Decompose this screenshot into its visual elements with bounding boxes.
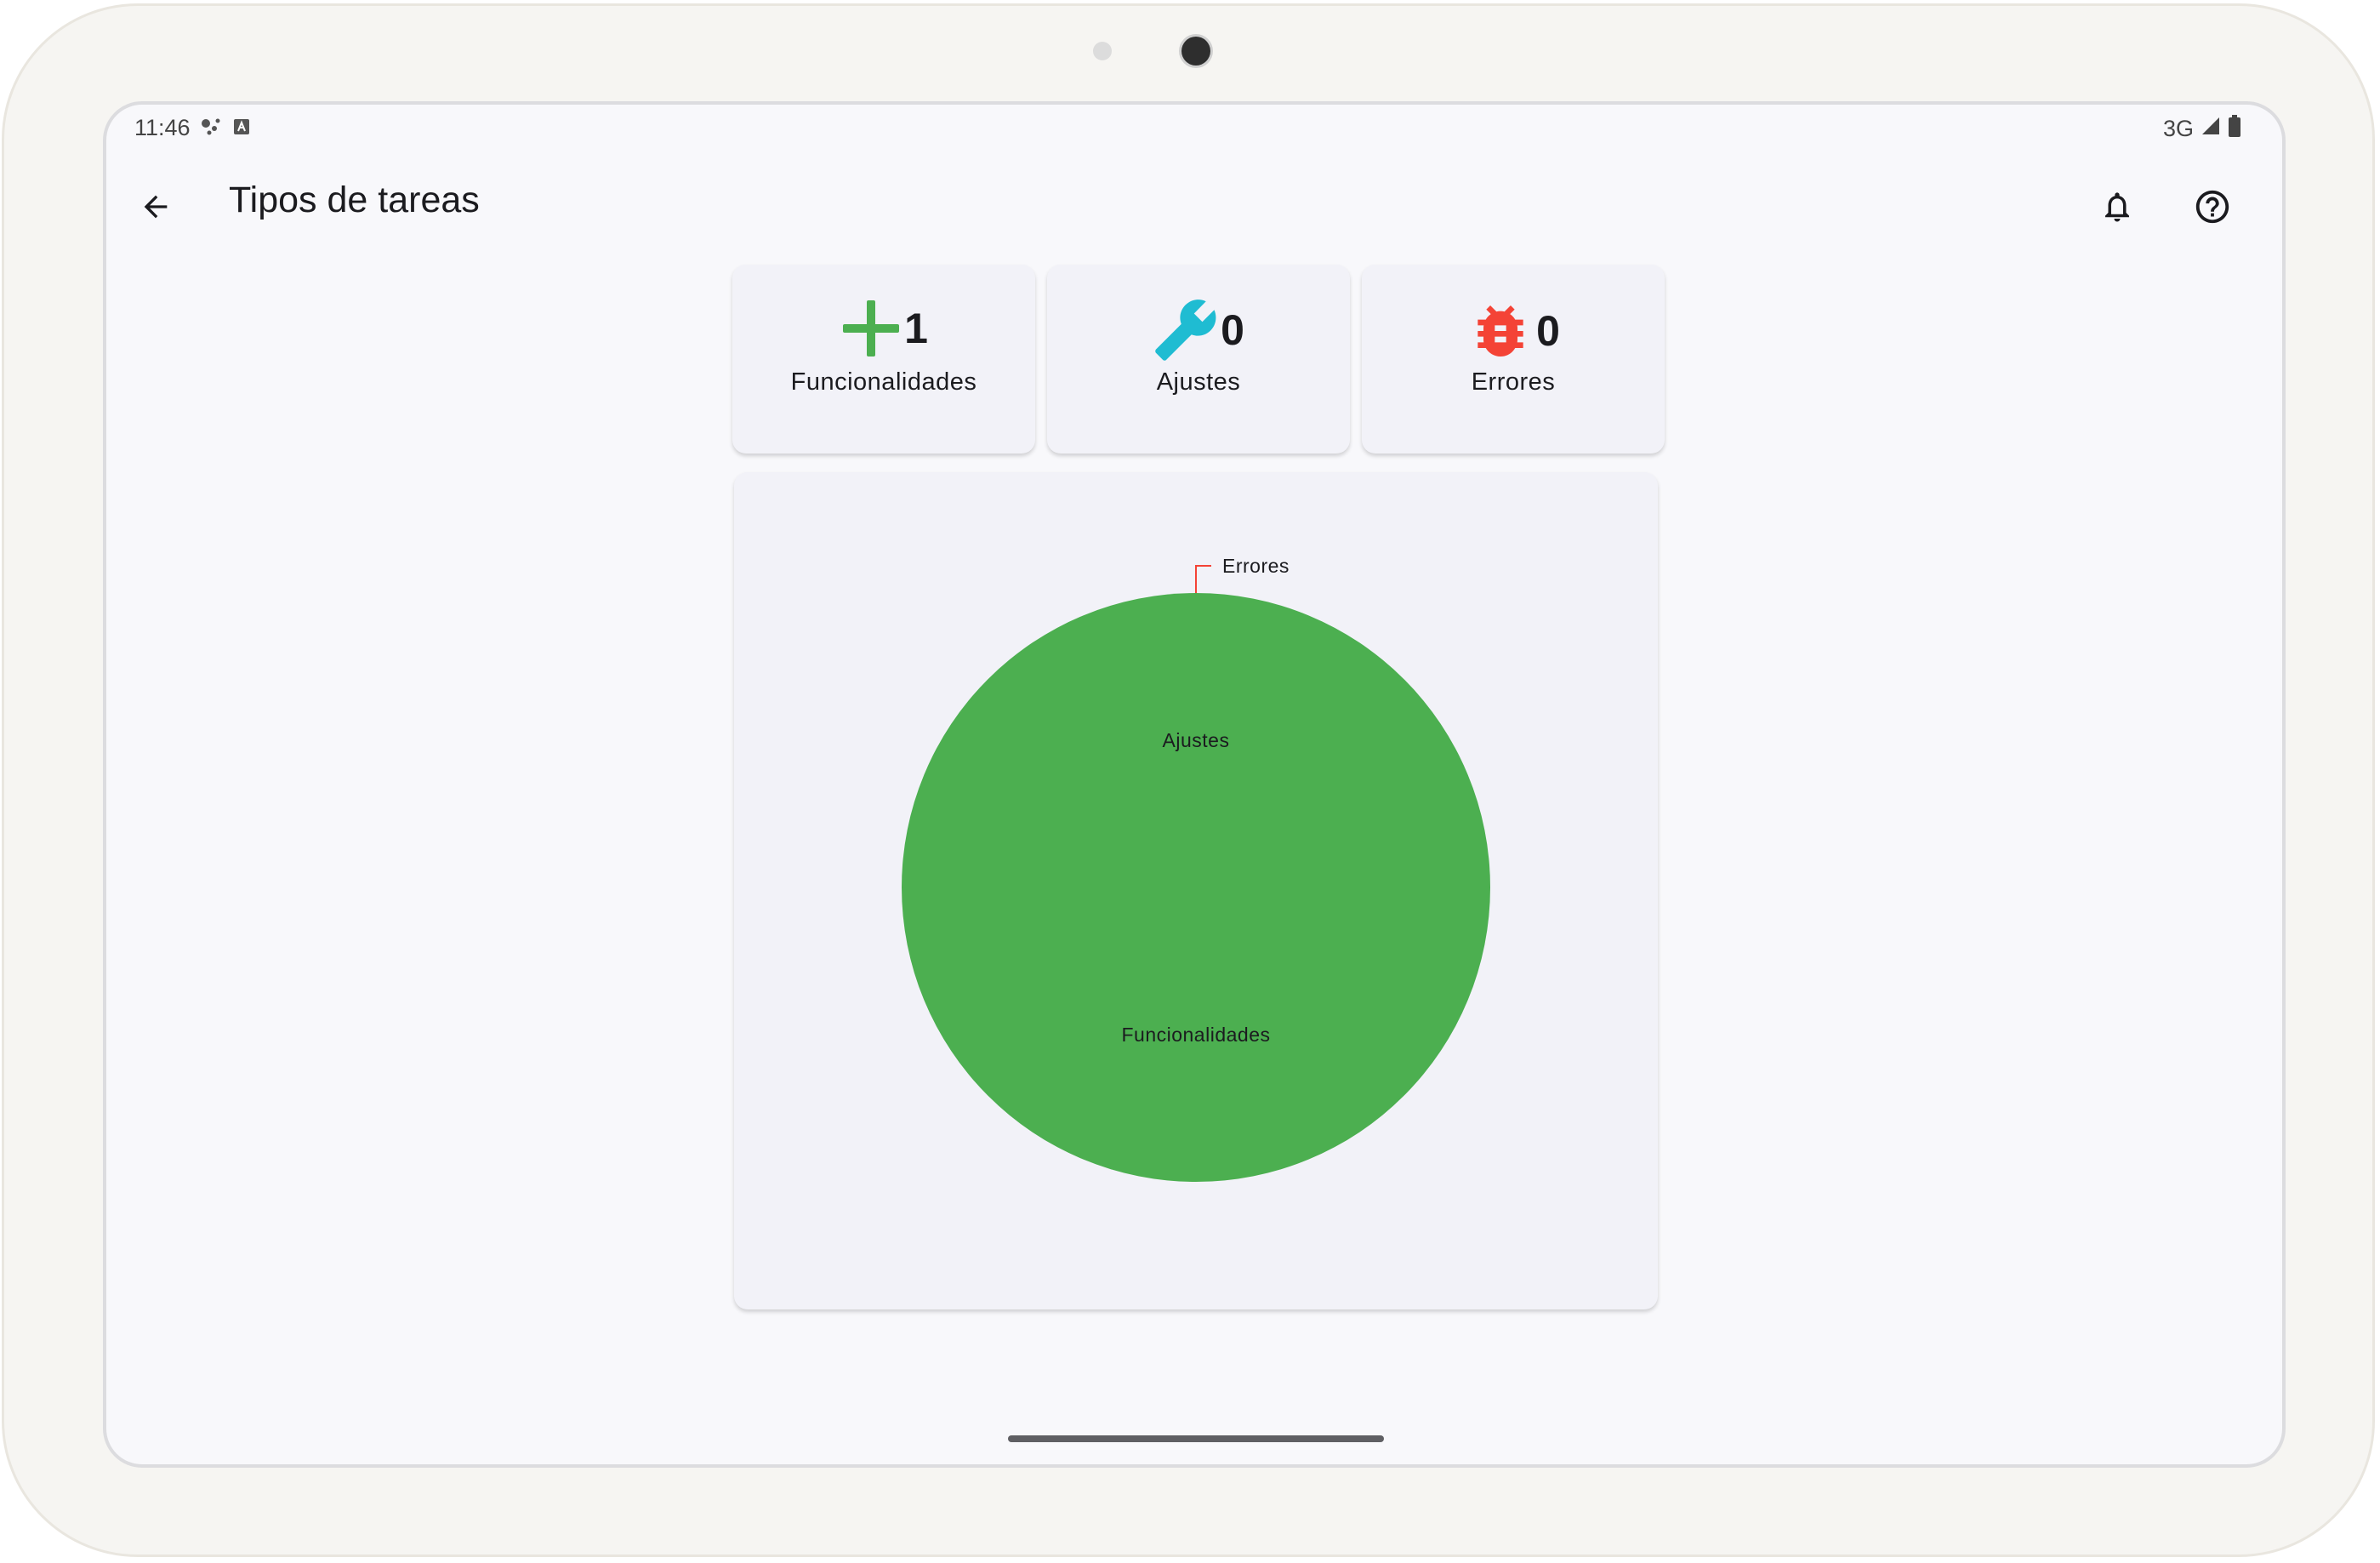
notifications-button[interactable] xyxy=(2085,174,2149,239)
card-label: Errores xyxy=(1471,368,1556,396)
network-type: 3G xyxy=(2162,116,2194,141)
summary-card-errores[interactable]: 0 Errores xyxy=(1362,265,1665,453)
summary-card-funcionalidades[interactable]: 1 Funcionalidades xyxy=(732,265,1035,453)
wrench-icon xyxy=(1155,299,1216,361)
status-time: 11:46 xyxy=(134,115,191,140)
app-bar: Tipos de tareas xyxy=(106,156,2282,258)
card-label: Funcionalidades xyxy=(790,368,977,396)
card-count: 0 xyxy=(1221,306,1244,354)
pie-chart: Ajustes Funcionalidades Errores xyxy=(902,555,1490,1182)
pie-label-errores: Errores xyxy=(1222,555,1290,577)
page-title: Tipos de tareas xyxy=(229,180,480,220)
help-button[interactable] xyxy=(2180,174,2245,239)
summary-card-ajustes[interactable]: 0 Ajustes xyxy=(1047,265,1350,453)
screen: 11:46 3G xyxy=(103,101,2286,1468)
status-bar-right: 3G xyxy=(2163,115,2241,143)
home-gesture-bar[interactable] xyxy=(1008,1435,1384,1442)
arrow-back-icon xyxy=(144,195,168,219)
pie-label-funcionalidades: Funcionalidades xyxy=(1121,1024,1270,1046)
pie-label-ajustes: Ajustes xyxy=(1163,729,1230,751)
pie-slice-funcionalidades[interactable] xyxy=(902,593,1490,1182)
assistant-icon xyxy=(201,115,223,141)
card-header: 0 xyxy=(1362,297,1665,365)
sensor-dot xyxy=(1093,42,1112,60)
pie-chart-card: Ajustes Funcionalidades Errores xyxy=(734,472,1658,1309)
tablet-frame: 11:46 3G xyxy=(2,3,2375,1557)
card-count: 1 xyxy=(904,305,928,352)
bell-icon xyxy=(2105,192,2129,222)
card-header: 1 xyxy=(732,297,1035,360)
battery-icon xyxy=(2228,115,2241,143)
back-button[interactable] xyxy=(123,174,188,239)
keyboard-notification-icon xyxy=(233,115,250,141)
card-count: 0 xyxy=(1536,307,1560,355)
card-header: 0 xyxy=(1047,297,1350,363)
plus-icon xyxy=(843,300,900,357)
help-circle-icon xyxy=(2195,190,2229,224)
bug-icon xyxy=(1478,305,1523,357)
pie-label-leader-errores xyxy=(1195,565,1211,593)
front-camera xyxy=(1181,37,1210,66)
signal-icon xyxy=(2201,116,2221,142)
status-bar-left: 11:46 xyxy=(134,115,250,141)
card-label: Ajustes xyxy=(1156,368,1241,396)
